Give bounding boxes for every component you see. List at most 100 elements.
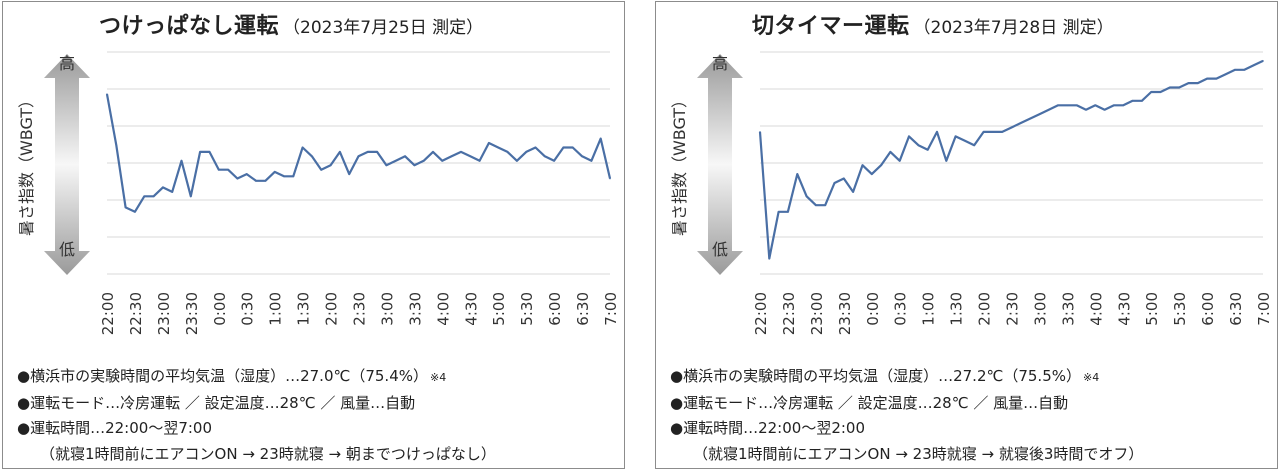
data-point [945, 159, 948, 162]
chart-title-group: つけっぱなし運転 （2023年7月25日 測定） [99, 8, 483, 40]
data-point [171, 191, 174, 193]
note-temperature-text: ●横浜市の実験時間の平均気温（湿度）…27.2℃（75.5%） [670, 367, 1081, 385]
note-reference-mark: ※4 [1083, 371, 1100, 384]
data-point [1159, 91, 1162, 93]
note-mode: ●運転モード…冷房運転 ／ 設定温度…28℃ ／ 風量…自動 [670, 393, 1069, 412]
x-tick-label: 23:00 [808, 292, 826, 335]
data-point [1178, 86, 1180, 89]
x-tick-label: 4:00 [1087, 292, 1105, 326]
data-point [115, 144, 118, 147]
y-low-label: 低 [59, 240, 75, 259]
data-point [1038, 113, 1041, 115]
data-point [301, 146, 304, 149]
data-point [124, 206, 127, 209]
chart-subtitle: （2023年7月25日 測定） [283, 18, 484, 38]
data-point [1020, 122, 1022, 124]
chart-notes: ●横浜市の実験時間の平均気温（湿度）…27.2℃（75.5%） ※4 ●運転モード… [670, 364, 1143, 467]
chart-title-group: 切タイマー運転 （2023年7月28日 測定） [752, 8, 1114, 40]
data-point [1113, 104, 1115, 107]
data-point [227, 168, 229, 171]
y-high-label: 高 [59, 54, 75, 73]
x-tick-label: 23:30 [836, 292, 854, 335]
data-point [199, 151, 201, 153]
data-point [992, 131, 994, 133]
series-line [758, 59, 1264, 260]
data-point [394, 159, 397, 162]
data-point [917, 144, 920, 147]
y-high-label: 高 [712, 54, 728, 73]
data-point [1103, 108, 1106, 111]
x-tick-label: 23:30 [183, 292, 201, 335]
note-temperature: ●横浜市の実験時間の平均気温（湿度）…27.2℃（75.5%） ※4 [670, 364, 1143, 391]
data-point [571, 146, 574, 149]
data-point [1075, 104, 1078, 107]
note-schedule: （就寝1時間前にエアコンON → 23時就寝 → 朝までつけっぱなし） [40, 444, 496, 463]
data-point [422, 159, 425, 162]
data-point [805, 195, 808, 198]
data-point [777, 211, 780, 213]
scale-arrow-icon [697, 54, 743, 275]
data-point [1187, 82, 1190, 84]
data-point [1141, 100, 1143, 102]
data-point [815, 204, 817, 206]
data-point [162, 186, 164, 189]
x-tick-label: 23:00 [155, 292, 173, 335]
data-point [255, 179, 257, 182]
x-tick-label: 0:00 [211, 292, 229, 326]
data-point [581, 155, 583, 158]
data-point [1094, 104, 1097, 107]
data-point [543, 155, 546, 158]
x-tick-label: 3:00 [1031, 292, 1049, 326]
data-point [376, 151, 378, 153]
data-point [852, 191, 854, 193]
data-point [843, 177, 845, 180]
note-schedule: （就寝1時間前にエアコンON → 23時就寝 → 就寝後3時間でオフ） [693, 444, 1144, 463]
data-point [311, 155, 313, 158]
x-tick-label: 3:30 [1059, 292, 1077, 326]
data-point [152, 195, 155, 198]
data-point [106, 93, 108, 95]
data-point [768, 257, 771, 260]
data-point [599, 137, 602, 140]
x-tick-label: 1:00 [267, 292, 285, 326]
data-point [1150, 91, 1153, 93]
y-low-label: 低 [712, 240, 728, 259]
data-point [469, 155, 472, 158]
x-tick-label: 7:00 [602, 292, 620, 326]
data-point [1085, 108, 1087, 111]
data-point [217, 168, 220, 171]
x-tick-label: 6:00 [1199, 292, 1217, 326]
x-tick-label: 5:00 [490, 292, 508, 326]
data-point [143, 195, 146, 198]
data-point [534, 146, 537, 149]
data-point [497, 146, 500, 149]
x-tick-label: 4:30 [462, 292, 480, 326]
chart-title: つけっぱなし運転 [99, 14, 280, 39]
data-point [1122, 104, 1125, 107]
x-tick-label: 1:30 [948, 292, 966, 326]
x-tick-label: 22:30 [127, 292, 145, 335]
data-point [1243, 68, 1246, 71]
data-point [1057, 104, 1059, 107]
data-point [861, 164, 864, 167]
x-tick-label: 5:30 [1171, 292, 1189, 326]
data-point [1252, 64, 1255, 67]
x-tick-label: 2:00 [323, 292, 341, 326]
data-point [1234, 68, 1236, 71]
data-point [964, 140, 966, 142]
chart-title: 切タイマー運転 [752, 14, 910, 39]
x-tick-label: 22:00 [99, 292, 117, 335]
x-tick-label: 22:00 [752, 292, 770, 335]
chart-panel-always-on: つけっぱなし運転 （2023年7月25日 測定） 高低 暑さ指数（WBGT） 22:0… [2, 1, 625, 469]
data-point [1066, 104, 1069, 107]
data-point [292, 175, 295, 178]
data-point [506, 151, 509, 153]
data-point [759, 131, 761, 133]
data-point [134, 211, 136, 213]
data-point [1215, 77, 1218, 80]
data-point [273, 171, 276, 173]
data-point [889, 151, 892, 153]
data-point [1001, 131, 1003, 133]
data-point [562, 146, 565, 149]
x-tick-label: 0:30 [239, 292, 257, 326]
